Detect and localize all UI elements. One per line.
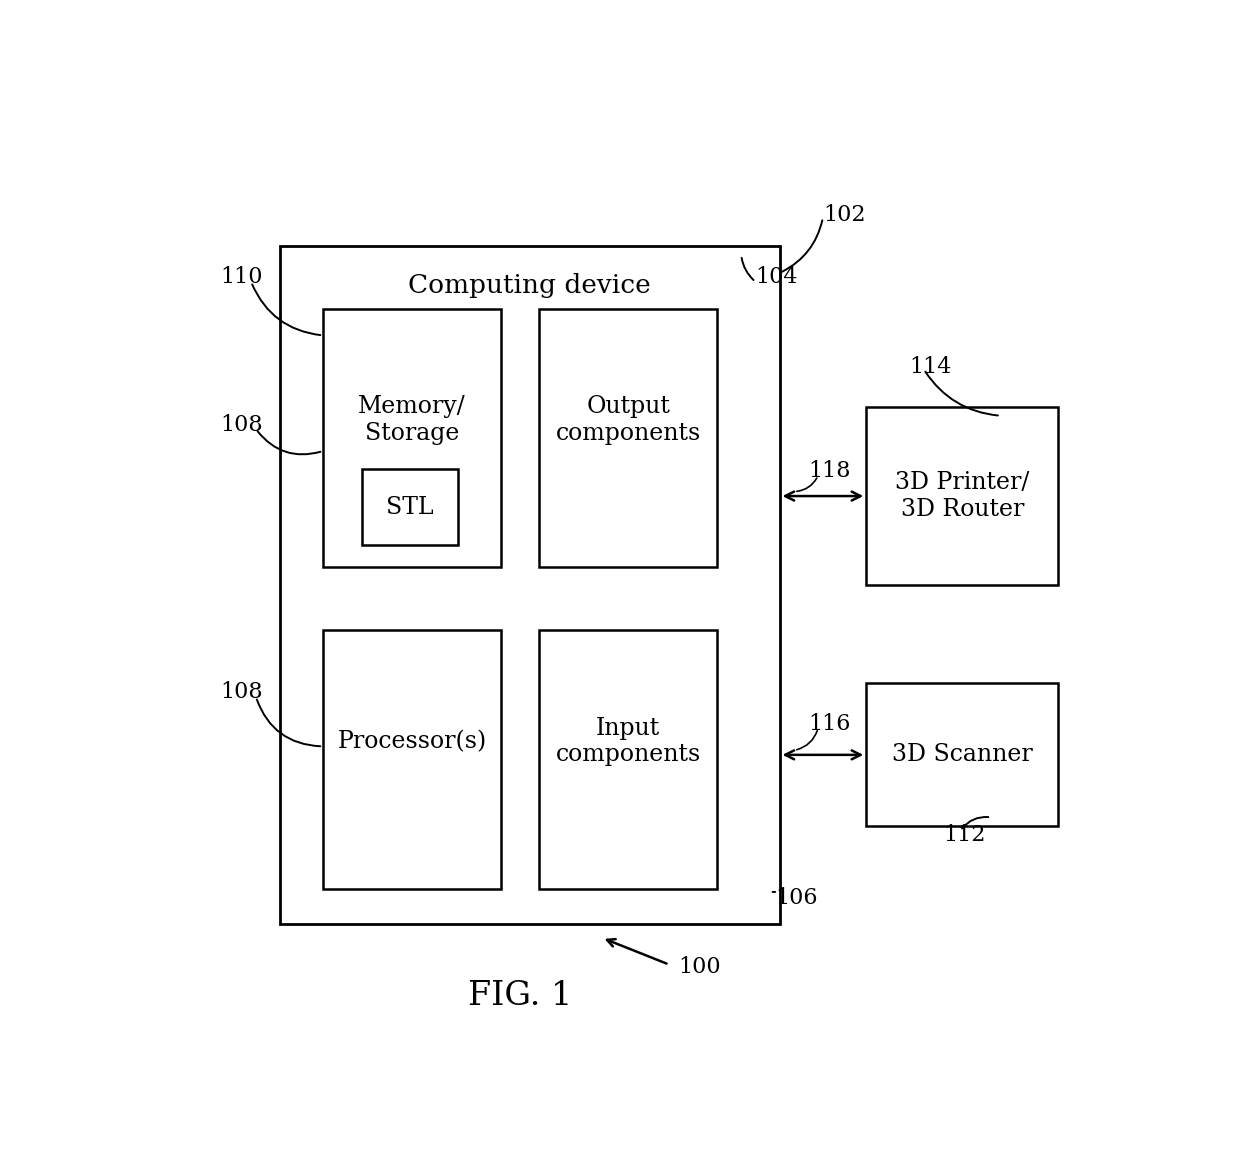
- Text: STL: STL: [386, 496, 434, 519]
- Text: 114: 114: [909, 356, 952, 378]
- Bar: [866, 684, 1058, 826]
- Text: 116: 116: [808, 713, 851, 735]
- Bar: [866, 407, 1058, 585]
- Bar: [324, 630, 501, 889]
- Text: Input
components: Input components: [556, 716, 701, 766]
- Text: 118: 118: [808, 460, 851, 482]
- Text: FIG. 1: FIG. 1: [467, 979, 573, 1012]
- Bar: [539, 308, 717, 568]
- Text: 108: 108: [221, 681, 263, 704]
- Text: Memory/
Storage: Memory/ Storage: [358, 395, 466, 445]
- Text: 3D Printer/
3D Router: 3D Printer/ 3D Router: [895, 472, 1029, 520]
- Text: 100: 100: [678, 956, 722, 978]
- Bar: [539, 630, 717, 889]
- Text: 110: 110: [221, 267, 263, 289]
- Text: Computing device: Computing device: [408, 274, 651, 298]
- Text: 112: 112: [942, 824, 986, 846]
- Bar: [362, 469, 458, 545]
- Bar: [280, 246, 780, 925]
- Text: 3D Scanner: 3D Scanner: [892, 743, 1033, 766]
- Text: 106: 106: [775, 887, 817, 909]
- Text: Processor(s): Processor(s): [337, 730, 486, 753]
- Text: 104: 104: [755, 267, 799, 289]
- Text: 102: 102: [823, 204, 866, 226]
- Bar: [324, 308, 501, 568]
- Text: Output
components: Output components: [556, 395, 701, 445]
- Text: 108: 108: [221, 414, 263, 436]
